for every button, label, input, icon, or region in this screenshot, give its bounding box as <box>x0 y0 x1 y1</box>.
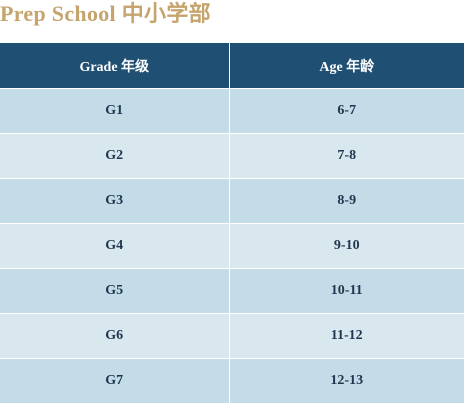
table-row: G1 6-7 <box>0 88 464 134</box>
table-row: G3 8-9 <box>0 178 464 224</box>
page-title: Prep School 中小学部 <box>0 1 211 26</box>
age-cell: 8-9 <box>229 178 464 224</box>
grade-cell: G7 <box>0 358 230 404</box>
age-cell: 12-13 <box>229 358 464 404</box>
table-row: G5 10-11 <box>0 268 464 314</box>
age-cell: 9-10 <box>229 223 464 269</box>
table-row: G2 7-8 <box>0 133 464 179</box>
age-cell: 10-11 <box>229 268 464 314</box>
table-header-row: Grade 年级 Age 年龄 <box>0 43 464 89</box>
grade-age-table: Grade 年级 Age 年龄 G1 6-7 G2 7-8 G3 8-9 G4 … <box>0 43 464 404</box>
grade-cell: G1 <box>0 88 230 134</box>
grade-cell: G2 <box>0 133 230 179</box>
table-row: G6 11-12 <box>0 313 464 359</box>
grade-cell: G4 <box>0 223 230 269</box>
table-row: G7 12-13 <box>0 358 464 404</box>
column-header-grade: Grade 年级 <box>0 43 230 89</box>
table-row: G4 9-10 <box>0 223 464 269</box>
grade-cell: G3 <box>0 178 230 224</box>
grade-cell: G6 <box>0 313 230 359</box>
age-cell: 11-12 <box>229 313 464 359</box>
age-cell: 6-7 <box>229 88 464 134</box>
column-header-age: Age 年龄 <box>229 43 464 89</box>
age-cell: 7-8 <box>229 133 464 179</box>
grade-cell: G5 <box>0 268 230 314</box>
